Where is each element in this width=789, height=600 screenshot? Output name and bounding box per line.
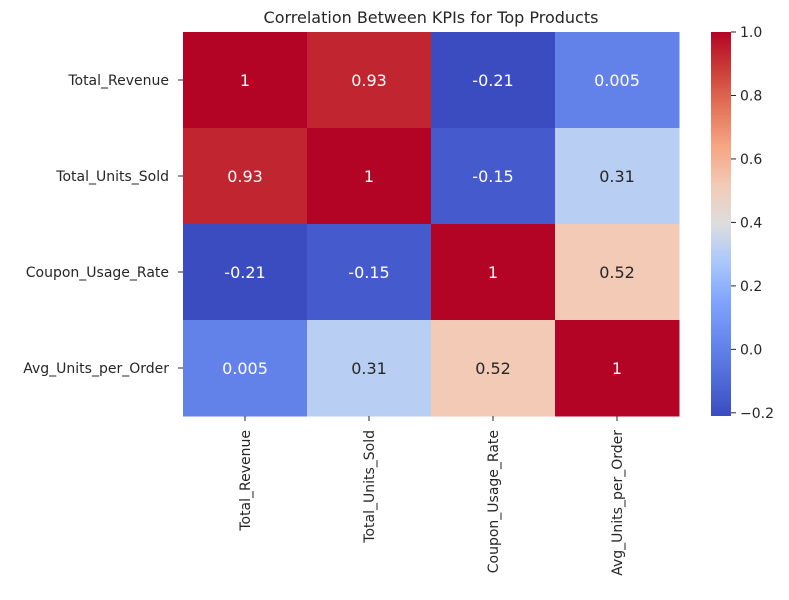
cell-value-label: 0.52 [599, 263, 635, 282]
x-tick-label: Avg_Units_per_Order [610, 430, 626, 576]
heatmap-cell [555, 320, 680, 417]
heatmap-cell [307, 224, 432, 321]
x-tick-label: Total_Units_Sold [362, 430, 378, 544]
colorbar-gradient [711, 32, 731, 416]
y-tick-labels: Total_Revenue Total_Units_Sold Coupon_Usag… [23, 73, 183, 377]
cell-value-label: -0.21 [224, 263, 265, 282]
colorbar-tick-label: 0.2 [740, 279, 762, 295]
colorbar-tick-label: 0.8 [740, 88, 762, 104]
heatmap-cells: 1 0.93 -0.21 0.005 0.93 1 -0.15 0.31 -0.21 -0.15 1… [183, 32, 680, 417]
heatmap-cell [431, 32, 556, 129]
colorbar-tick-label: 0.6 [740, 152, 762, 168]
heatmap-cell [555, 32, 680, 129]
y-tick-label: Avg_Units_per_Order [23, 361, 169, 377]
cell-value-label: 1 [612, 359, 622, 378]
heatmap-cell [183, 224, 308, 321]
colorbar: −0.2 0.0 0.2 0.4 0.6 0.8 1.0 [711, 25, 774, 422]
y-tick-label: Total_Revenue [67, 73, 169, 89]
cell-value-label: 0.93 [227, 167, 263, 186]
heatmap-cell [183, 128, 308, 225]
cell-value-label: -0.15 [348, 263, 389, 282]
cell-value-label: 0.31 [351, 359, 387, 378]
cell-value-label: 1 [240, 71, 250, 90]
heatmap-cell [431, 224, 556, 321]
y-tick-label: Total_Units_Sold [55, 169, 169, 185]
cell-value-label: -0.15 [472, 167, 513, 186]
heatmap-cell [183, 32, 308, 129]
heatmap-cell [307, 128, 432, 225]
colorbar-tick-label: 1.0 [740, 25, 762, 41]
heatmap-cell [307, 32, 432, 129]
cell-value-label: 0.31 [599, 167, 635, 186]
cell-value-label: 1 [364, 167, 374, 186]
y-tick-label: Coupon_Usage_Rate [26, 265, 169, 281]
x-tick-labels: Total_Revenue Total_Units_Sold Coupon_Usag… [238, 416, 626, 576]
heatmap-cell [431, 128, 556, 225]
colorbar-tick-label: 0.0 [740, 342, 762, 358]
cell-value-label: 0.005 [222, 359, 268, 378]
cell-value-label: -0.21 [472, 71, 513, 90]
heatmap-cell [555, 224, 680, 321]
cell-value-label: 0.93 [351, 71, 387, 90]
chart-title: Correlation Between KPIs for Top Product… [264, 8, 599, 27]
colorbar-tick-label: 0.4 [740, 215, 762, 231]
x-tick-label: Coupon_Usage_Rate [486, 430, 502, 573]
cell-value-label: 0.52 [475, 359, 511, 378]
heatmap-cell [431, 320, 556, 417]
heatmap-cell [307, 320, 432, 417]
x-tick-label: Total_Revenue [238, 430, 254, 532]
heatmap-cell [555, 128, 680, 225]
cell-value-label: 1 [488, 263, 498, 282]
colorbar-tick-label: −0.2 [740, 406, 774, 422]
cell-value-label: 0.005 [594, 71, 640, 90]
heatmap-cell [183, 320, 308, 417]
